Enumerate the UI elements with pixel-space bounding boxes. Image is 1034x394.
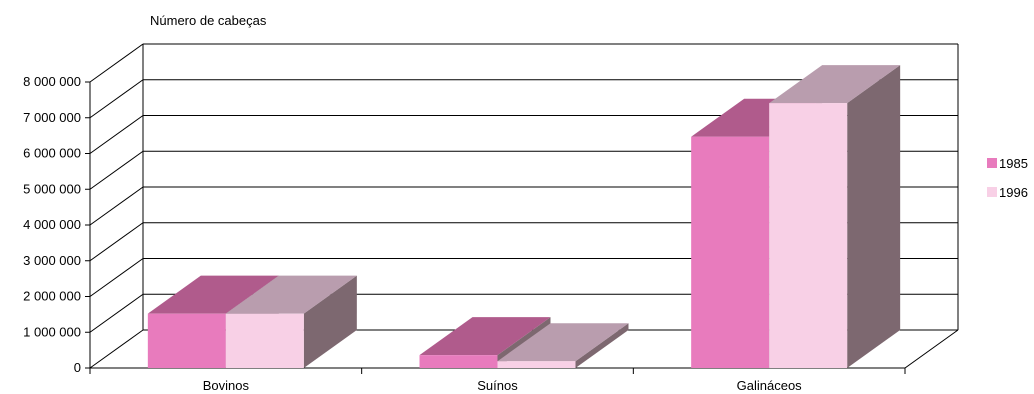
side-wall-line bbox=[89, 186, 144, 226]
side-wall-line bbox=[89, 329, 144, 369]
bar-front bbox=[225, 313, 304, 368]
side-wall-line bbox=[89, 43, 144, 83]
legend: 1985 1996 bbox=[987, 156, 1028, 200]
bar-front bbox=[769, 103, 848, 368]
bar-side bbox=[575, 323, 629, 368]
y-tick-label: 1 000 000 bbox=[23, 324, 81, 339]
side-wall-line bbox=[89, 150, 144, 190]
y-axis-label: Número de cabeças bbox=[150, 13, 267, 28]
bar-side bbox=[847, 65, 901, 368]
legend-swatch bbox=[987, 158, 997, 168]
bar-front bbox=[147, 313, 226, 368]
bar-front bbox=[419, 355, 498, 368]
side-wall-line bbox=[89, 293, 144, 333]
legend-label: 1985 bbox=[999, 156, 1028, 171]
category-label: Suínos bbox=[477, 378, 518, 393]
bar-top bbox=[419, 317, 551, 356]
y-tick-label: 4 000 000 bbox=[23, 217, 81, 232]
y-tick-label: 5 000 000 bbox=[23, 181, 81, 196]
bar-top bbox=[147, 275, 279, 314]
y-tick-label: 8 000 000 bbox=[23, 74, 81, 89]
bar-front bbox=[691, 136, 770, 368]
y-tick-label: 6 000 000 bbox=[23, 146, 81, 161]
side-wall-line bbox=[89, 115, 144, 154]
legend-swatch bbox=[987, 187, 997, 197]
bar bbox=[497, 323, 629, 368]
y-tick-label: 2 000 000 bbox=[23, 289, 81, 304]
bars bbox=[147, 65, 901, 368]
category-labels: Bovinos Suínos Galináceos bbox=[203, 378, 802, 393]
y-tick-label: 3 000 000 bbox=[23, 253, 81, 268]
side-wall-line bbox=[89, 79, 144, 119]
y-tick-labels: 0 1 000 000 2 000 000 3 000 000 4 000 000 5 0… bbox=[23, 74, 90, 375]
side-wall-line bbox=[89, 258, 144, 297]
bar-top bbox=[769, 65, 901, 104]
bar-front bbox=[497, 361, 576, 368]
bar-top bbox=[497, 323, 629, 362]
bar-side bbox=[303, 275, 357, 368]
side-wall-line bbox=[89, 222, 144, 262]
bar bbox=[225, 275, 357, 368]
category-label: Bovinos bbox=[203, 378, 250, 393]
bar bbox=[769, 65, 901, 368]
y-tick-label: 0 bbox=[74, 360, 81, 375]
bar-top bbox=[225, 275, 357, 314]
legend-label: 1996 bbox=[999, 185, 1028, 200]
y-tick-label: 7 000 000 bbox=[23, 110, 81, 125]
category-label: Galináceos bbox=[737, 378, 803, 393]
